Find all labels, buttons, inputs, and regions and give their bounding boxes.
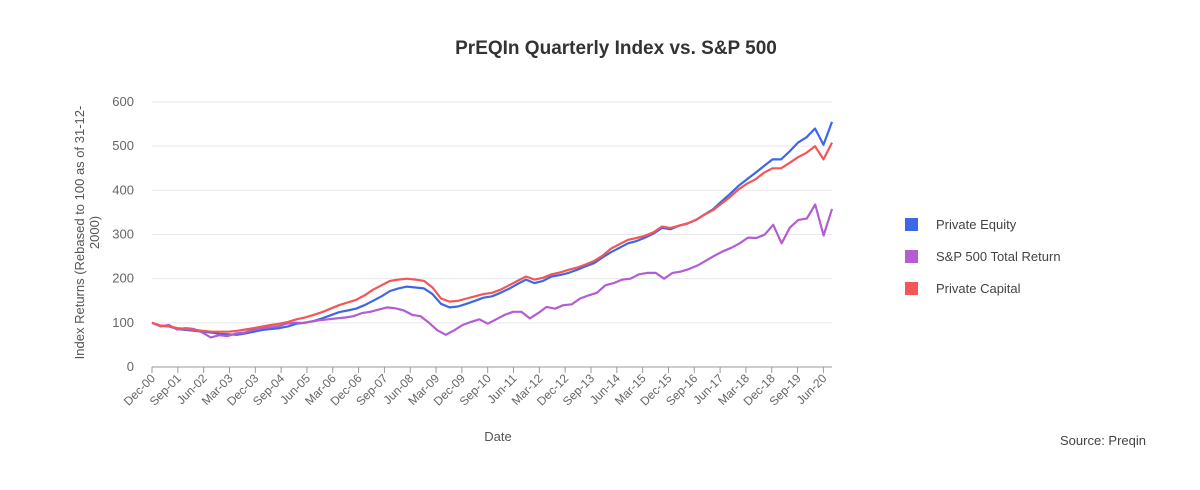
- y-tick-label: 0: [127, 359, 134, 374]
- legend-item[interactable]: S&P 500 Total Return: [905, 240, 1061, 272]
- source-note: Source: Preqin: [1060, 433, 1146, 448]
- y-tick-label: 400: [112, 182, 134, 197]
- y-tick-label: 500: [112, 138, 134, 153]
- legend-item[interactable]: Private Equity: [905, 208, 1061, 240]
- legend-item[interactable]: Private Capital: [905, 272, 1061, 304]
- legend-swatch: [905, 281, 918, 295]
- chart-title: PrEQIn Quarterly Index vs. S&P 500: [455, 38, 777, 59]
- legend-label: Private Capital: [936, 280, 1021, 296]
- y-tick-label: 100: [112, 315, 134, 330]
- x-axis-label: Date: [484, 429, 511, 444]
- y-axis-label: Index Returns (Rebased to 100 as of 31-1…: [72, 106, 102, 360]
- legend-swatch: [905, 249, 918, 263]
- legend-label: Private Equity: [936, 216, 1017, 232]
- legend-label: S&P 500 Total Return: [936, 248, 1061, 264]
- series-line-private-equity: [151, 121, 834, 336]
- series-line-s-p-500-total-return: [151, 203, 834, 339]
- legend-swatch: [905, 217, 918, 231]
- y-tick-label: 200: [112, 271, 134, 286]
- x-tick-label: Jun-20: [794, 371, 830, 407]
- y-tick-label: 600: [112, 94, 134, 109]
- series-line-private-capital: [151, 142, 833, 333]
- legend: Private Equity S&P 500 Total Return Privat…: [905, 208, 1061, 304]
- y-tick-label: 300: [112, 227, 134, 242]
